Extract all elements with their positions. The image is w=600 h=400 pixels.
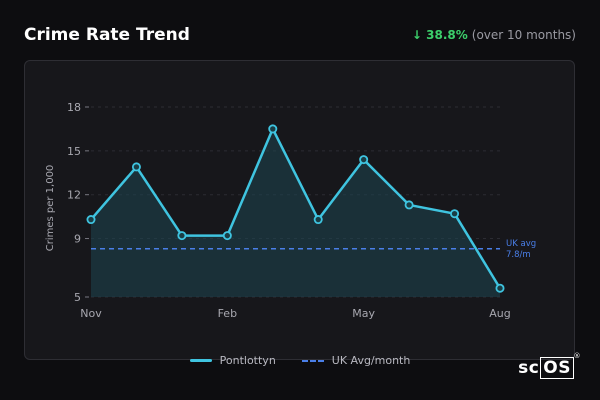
x-tick-label: May (352, 307, 375, 320)
down-arrow-icon: ↓ (411, 28, 422, 42)
chart-legend: Pontlottyn UK Avg/month (0, 354, 600, 367)
series-line (90, 127, 502, 289)
data-point (495, 283, 505, 293)
data-point (131, 162, 141, 172)
chart-title: Crime Rate Trend (24, 25, 190, 45)
logo-text: sc (518, 358, 540, 378)
change-value: ↓ 38.8% (412, 28, 468, 42)
y-axis-label: Crimes per 1,000 (45, 165, 56, 252)
data-point (450, 209, 460, 219)
legend-item-average[interactable]: UK Avg/month (301, 354, 411, 367)
legend-average-label: UK Avg/month (331, 354, 411, 367)
data-point (86, 215, 96, 225)
average-dash-swatch (301, 359, 324, 362)
data-point (222, 231, 232, 241)
data-point (268, 124, 278, 134)
logo-registered-mark: ® (573, 352, 581, 360)
series-area (91, 128, 500, 297)
change-period: (over 10 months) (471, 28, 576, 42)
average-label: UK avg (506, 239, 536, 249)
series-line-swatch (189, 359, 212, 362)
data-point (359, 155, 369, 165)
logo-box-text: OS (540, 357, 574, 379)
data-point (177, 231, 187, 241)
x-tick-label: Nov (80, 307, 102, 320)
brand-logo: sc OS ® (518, 352, 581, 379)
x-tick-label: Aug (489, 307, 510, 320)
y-tick-label: 9 (74, 233, 81, 246)
y-tick-label: 15 (67, 145, 81, 158)
legend-item-series[interactable]: Pontlottyn (189, 354, 276, 367)
y-tick-label: 5 (74, 291, 81, 304)
average-value-label: 7.8/m (506, 250, 531, 260)
data-point (313, 215, 323, 225)
data-point (404, 200, 414, 210)
change-percent: 38.8% (426, 28, 468, 42)
x-tick-label: Feb (218, 307, 237, 320)
legend-series-label: Pontlottyn (219, 354, 276, 367)
y-tick-label: 18 (67, 101, 81, 114)
y-tick-label: 12 (67, 189, 81, 202)
change-summary: ↓ 38.8% (over 10 months) (412, 28, 576, 42)
